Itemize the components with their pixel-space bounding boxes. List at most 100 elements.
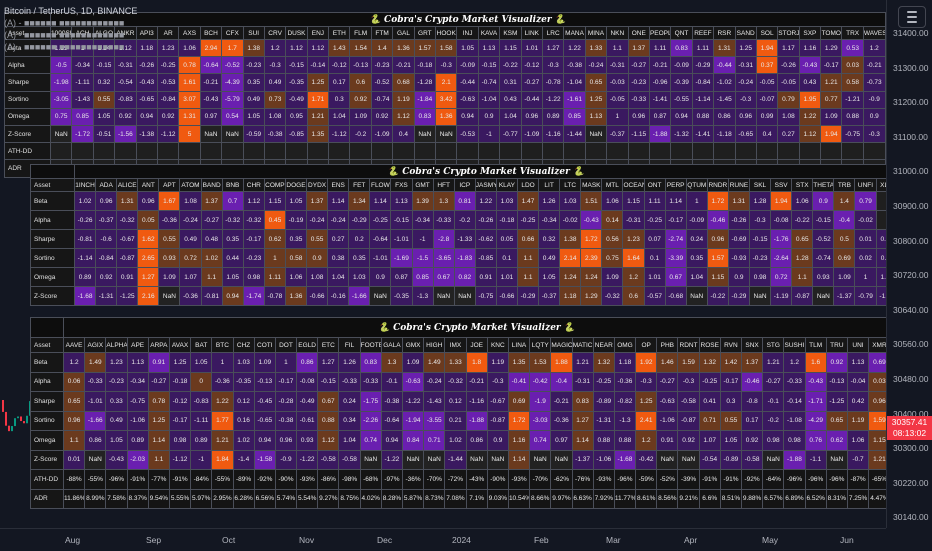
metric-cell: -1.88 <box>465 410 488 431</box>
metric-cell: 1.12 <box>392 107 415 126</box>
metric-cell: 0.3 <box>328 90 351 109</box>
metric-cell: 0.86 <box>84 430 107 451</box>
metric-cell: -0.24 <box>734 73 757 92</box>
metric-cell: 2.95% <box>211 488 234 509</box>
metric-cell: 1.46 <box>656 352 679 373</box>
metric-cell: 1.7 <box>221 38 244 58</box>
metric-cell: -0.2 <box>349 124 372 144</box>
symbol-legend[interactable]: Bitcoin / TetherUS, 1D, BINANCE (A) - ■■… <box>4 5 137 53</box>
metric-cell: 1.4 <box>370 38 394 58</box>
metric-cell: -0.61 <box>296 410 319 431</box>
metric-cell: -65% <box>868 469 886 490</box>
asset-symbol: LQTY <box>529 337 552 353</box>
metric-cell: -43% <box>465 469 488 490</box>
metric-cell: 1.32 <box>592 352 615 373</box>
metric-cell: -0.29 <box>516 286 540 306</box>
metric-cell: 0 <box>190 371 213 392</box>
metric-cell: -1.19 <box>770 286 793 306</box>
indicator-line-1[interactable]: (A) - ■■■■■■ ■■■■■■■■■■■■ <box>4 18 125 28</box>
metric-cell: 1.49 <box>84 352 107 373</box>
metric-cell: -0.34 <box>71 56 94 75</box>
asset-symbol: DOT <box>274 337 298 353</box>
metric-cell: -0.46 <box>706 210 729 230</box>
metric-cell: 1.22 <box>563 38 586 58</box>
metric-cell: -0.3 <box>435 56 458 75</box>
metric-cell: 1.04 <box>327 267 350 287</box>
price-tick: 31000.00 <box>893 166 929 177</box>
metric-cell: 1.72 <box>580 229 603 249</box>
table-row: Z-Score -1.68 -1.31 -1.25 2.16 NaN -0.36 -0.81 0… <box>30 286 886 306</box>
metric-cell: 1.05 <box>719 430 743 451</box>
metric-cell: 1.77 <box>211 410 234 431</box>
metric-cell: 1.01 <box>520 38 543 58</box>
metric-cell: 0.05 <box>495 229 518 249</box>
indicator-line-3[interactable]: (A) - ■■■■■■ ■■■■■■■■■■■■ <box>4 42 125 52</box>
metric-cell: 1.8 <box>465 352 488 373</box>
metric-cell: 1.6 <box>804 352 827 373</box>
metric-cell: -0.51 <box>92 124 116 144</box>
metric-cell: 0.83 <box>359 352 382 373</box>
asset-symbol: MATIC <box>571 337 594 353</box>
metric-cell: 0.9 <box>812 191 835 211</box>
price-axis[interactable]: 31400.00 31300.00 31200.00 31100.00 31000.00… <box>886 0 932 528</box>
candle <box>8 425 10 432</box>
metric-cell: -0.21 <box>199 73 223 92</box>
metric-cell: -0.17 <box>664 210 687 230</box>
metric-cell: 8.51% <box>719 488 743 509</box>
metric-cell: -1.06 <box>592 449 615 470</box>
metric-cell: -0.89 <box>592 391 615 412</box>
metric-cell: -0.36 <box>550 410 573 431</box>
metric-cell: 6.57% <box>762 488 785 509</box>
indicator-line-2[interactable]: (A) - ■■■■■■ ■■■■■■■■■■■■ <box>4 30 125 40</box>
metric-cell: -0.23 <box>242 248 265 268</box>
chart-area[interactable]: Bitcoin / TetherUS, 1D, BINANCE (A) - ■■… <box>0 0 886 528</box>
metric-cell: 1.25 <box>635 391 658 412</box>
metric-cell: 1.25 <box>147 410 170 431</box>
metric-cell: 1.15 <box>622 191 645 211</box>
metric-cell <box>413 142 437 161</box>
chart-menu-button[interactable] <box>898 6 926 28</box>
metric-cell: 1.13 <box>390 191 413 211</box>
metric-cell: -0.26 <box>73 210 97 230</box>
metric-cell: 0.85 <box>71 107 94 126</box>
metric-cell: 7.92% <box>592 488 615 509</box>
table-row: Sortino 0.96 -1.66 0.49 -1.06 1.25 -0.17 -1.11 1… <box>30 410 886 431</box>
metric-cell: 0.03 <box>868 371 886 392</box>
asset-symbol: UNFI <box>854 178 877 192</box>
time-axis[interactable]: Aug Sep Oct Nov Dec 2024 Feb Mar Apr May Jun <box>0 528 886 551</box>
metric-cell: 1.38 <box>559 229 582 249</box>
time-tick: Feb <box>534 535 549 545</box>
metric-cell: -0.84 <box>156 90 180 109</box>
metric-cell: 0.67 <box>317 391 340 412</box>
metric-cell: 3.42 <box>435 90 458 109</box>
metric-cell: 1.28 <box>791 248 814 268</box>
asset-symbol: BTC <box>211 337 234 353</box>
metric-cell: 8.75% <box>338 488 361 509</box>
asset-symbol: SXP <box>798 26 822 40</box>
time-tick: Nov <box>299 535 315 545</box>
metric-cell: -1.06 <box>126 410 149 431</box>
metric-cell: 0.72 <box>179 248 202 268</box>
asset-symbol: EGLD <box>296 337 319 353</box>
metric-cell: 1.1 <box>200 267 223 287</box>
metric-cell: 1.21 <box>820 73 843 92</box>
metric-cell: -96% <box>804 469 827 490</box>
metric-cell: -64% <box>762 469 785 490</box>
metric-cell: 0.92 <box>677 430 700 451</box>
metric-cell <box>71 142 94 161</box>
metric-cell: -72% <box>444 469 467 490</box>
metric-cell: -0.3 <box>677 371 700 392</box>
metric-cell: 1.01 <box>643 267 666 287</box>
metric-cell: 1.94 <box>820 124 843 144</box>
metric-cell: -59% <box>635 469 658 490</box>
symbol-title[interactable]: Bitcoin / TetherUS, 1D, BINANCE <box>4 6 138 16</box>
metric-cell: 1.04 <box>685 267 708 287</box>
metric-cell: NaN <box>401 449 425 470</box>
metric-cell: 0.68 <box>392 73 415 92</box>
metric-cell: -0.32 <box>444 371 467 392</box>
metric-cell: 0.49 <box>179 229 202 249</box>
metric-cell: 10.54% <box>507 488 531 509</box>
metric-cell: 1.09 <box>601 267 624 287</box>
metric-cell: -0.29 <box>691 56 715 75</box>
metric-cell: 0.55 <box>158 229 181 249</box>
